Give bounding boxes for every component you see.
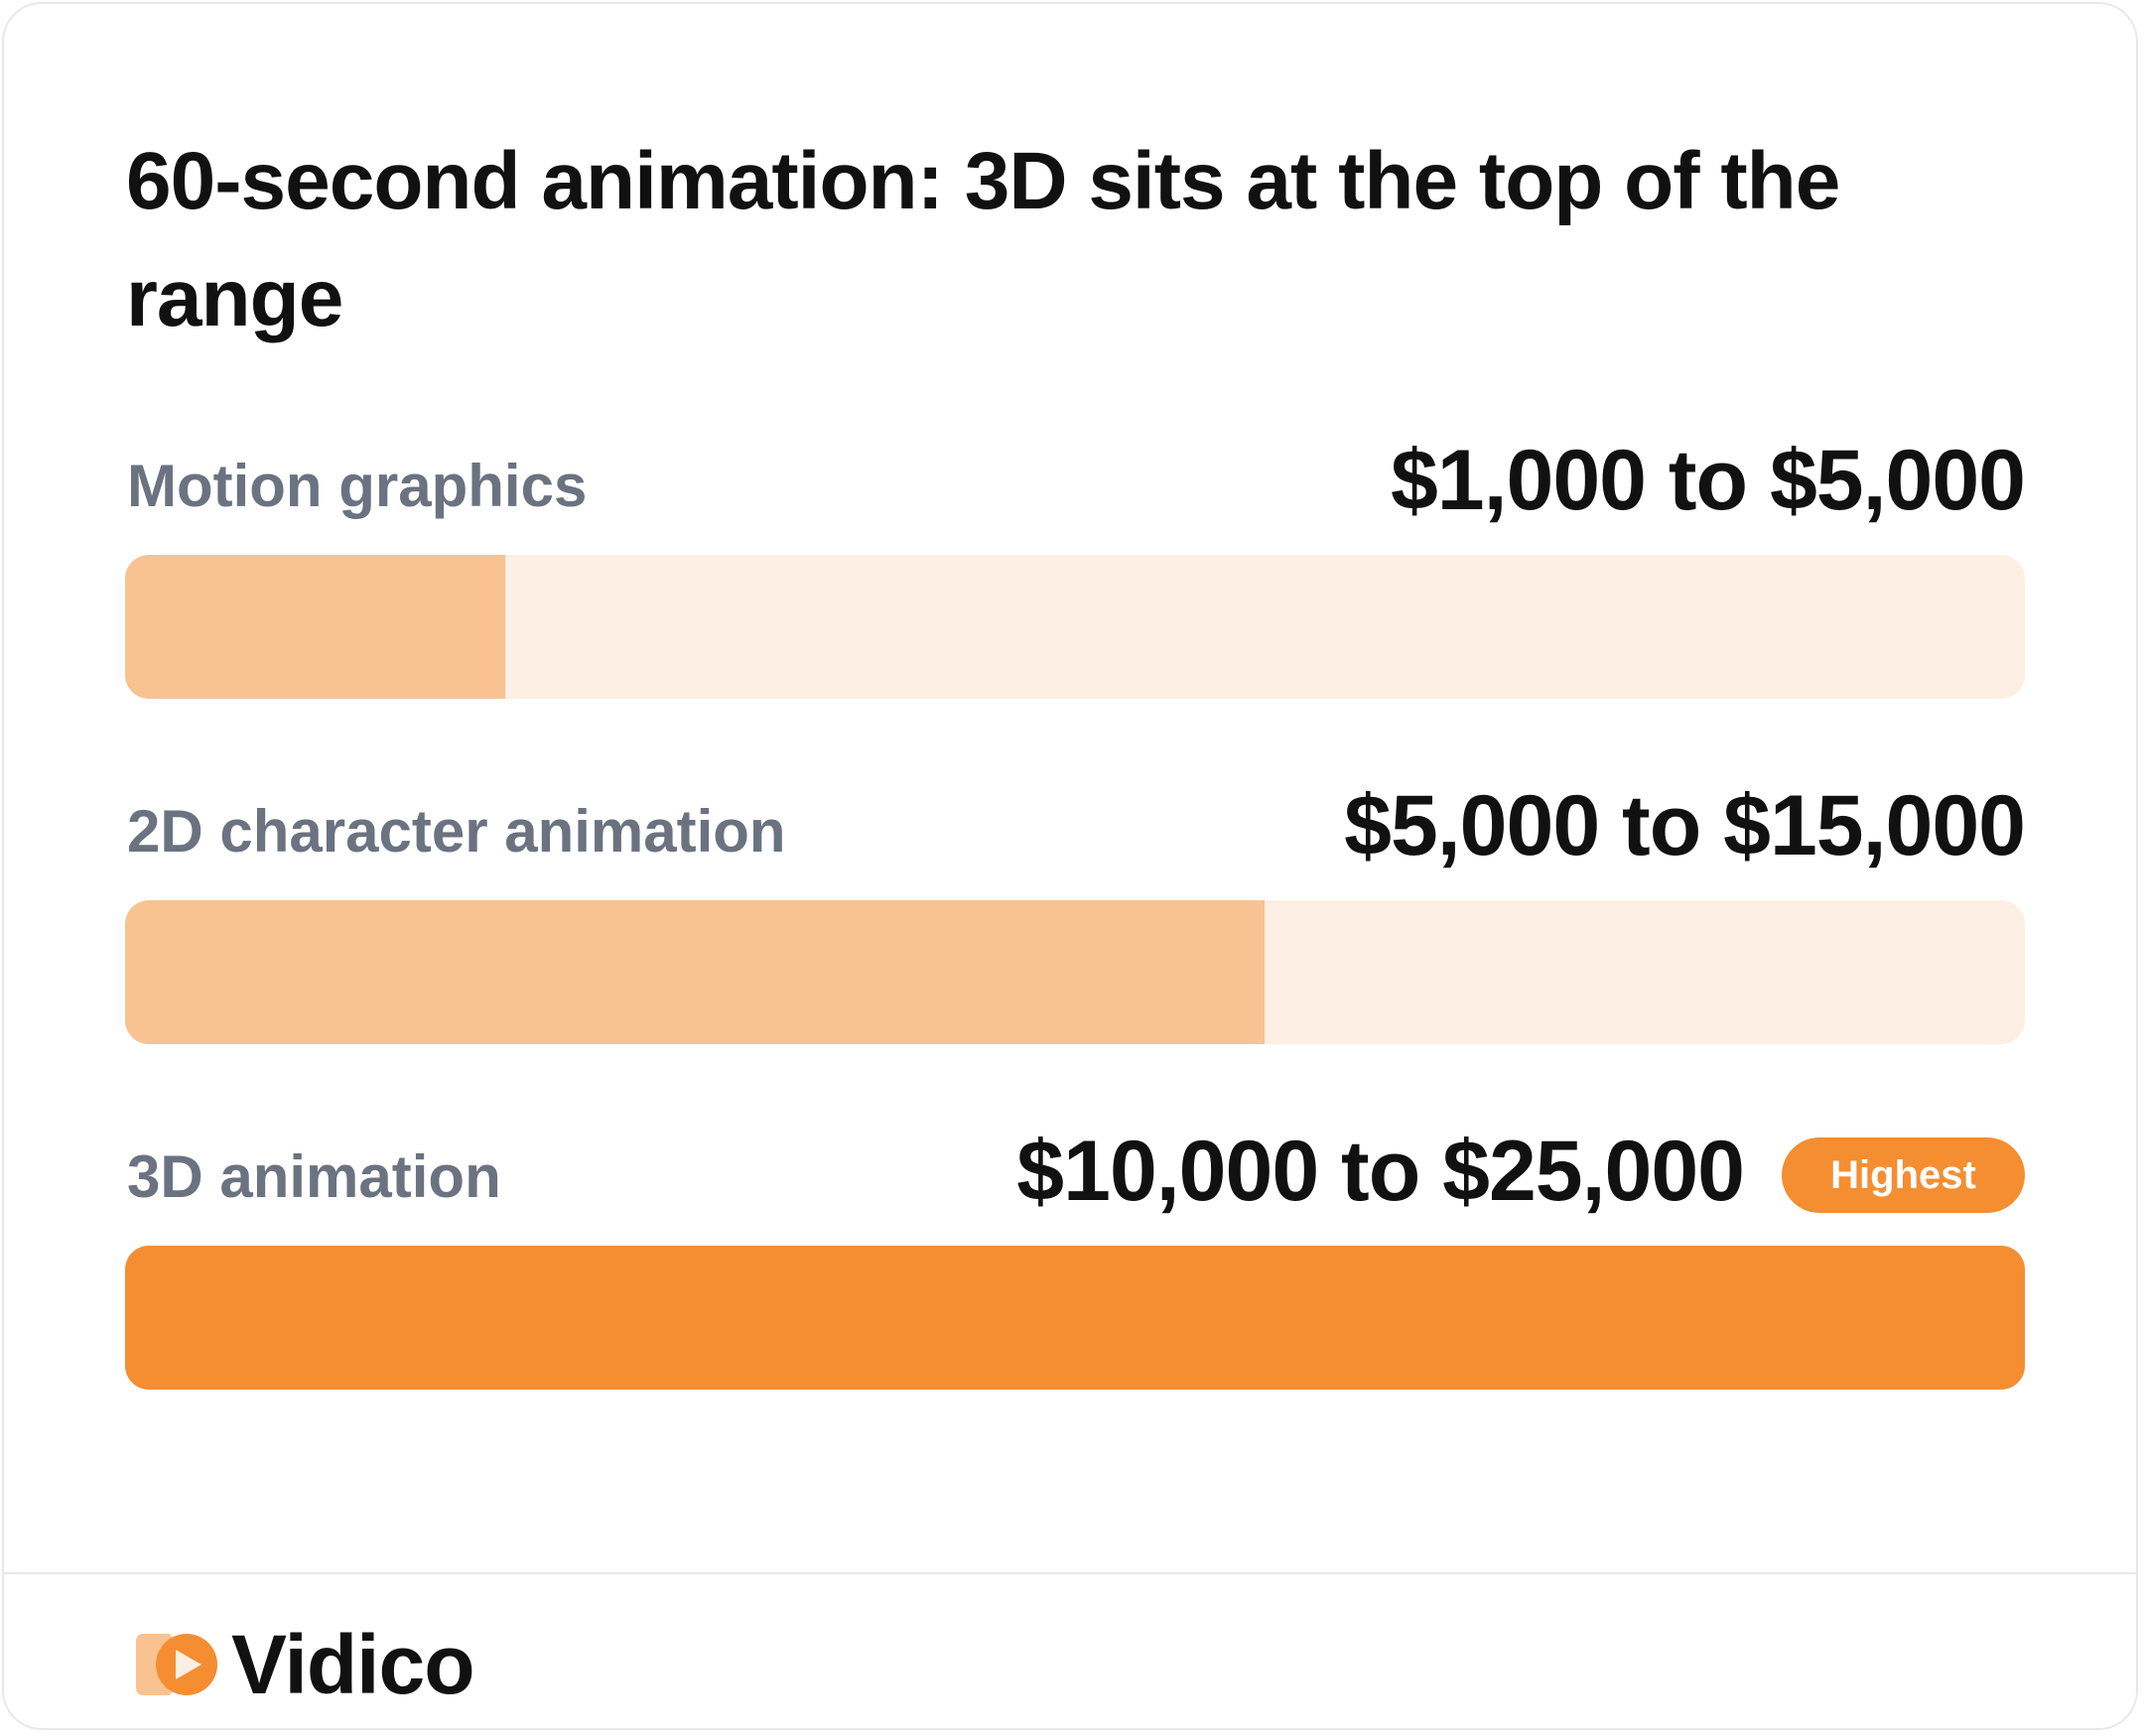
highest-badge: Highest [1782,1137,2025,1213]
bar-track [125,1246,2025,1390]
bar-fill [125,900,1266,1044]
bar-row-header: 3D animation $10,000 to $25,000 Highest [125,1102,2025,1231]
bar-fill [125,1246,2025,1390]
price-range-label: $5,000 to $15,000 [1344,778,2026,873]
category-label: Motion graphics [127,453,588,519]
vidico-play-logo-icon [136,1634,217,1695]
category-label: 2D character animation [127,798,786,865]
bar-row: Motion graphics $1,000 to $5,000 [125,411,2026,699]
bar-row-header: 2D character animation $5,000 to $15,000 [125,756,2026,885]
brand-logo: Vidico [136,1618,475,1711]
bar-fill [125,555,505,699]
price-range-label: $10,000 to $25,000 [1016,1124,1745,1219]
chart-title: 60-second animation: 3D sits at the top … [126,136,1840,343]
bar-row-header: Motion graphics $1,000 to $5,000 [125,411,2026,540]
footer-divider [4,1572,2136,1574]
bar-track [125,900,2025,1044]
bar-row: 2D character animation $5,000 to $15,000 [125,756,2026,1044]
bar-row: 3D animation $10,000 to $25,000 Highest [125,1102,2025,1390]
category-label: 3D animation [127,1143,501,1210]
bar-track [125,555,2025,699]
price-range-label: $1,000 to $5,000 [1390,433,2026,528]
brand-name: Vidico [231,1617,475,1711]
